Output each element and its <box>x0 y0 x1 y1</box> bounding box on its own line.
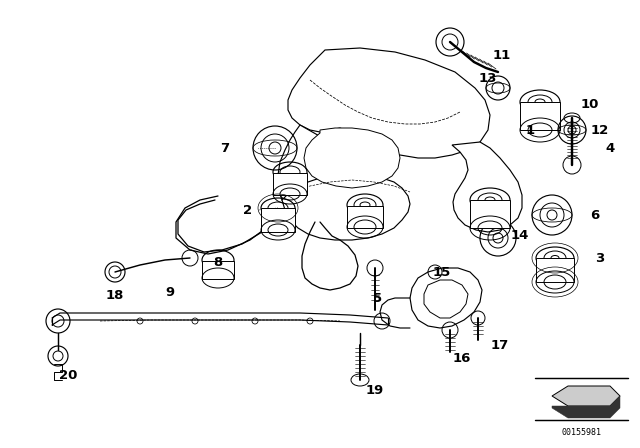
Text: 9: 9 <box>165 285 175 298</box>
Text: 1: 1 <box>525 124 534 137</box>
Text: 6: 6 <box>590 208 600 221</box>
Bar <box>202 261 234 279</box>
Bar <box>273 173 307 195</box>
Text: 5: 5 <box>373 292 383 305</box>
Polygon shape <box>452 142 522 232</box>
Text: 13: 13 <box>479 72 497 85</box>
Text: 7: 7 <box>220 142 230 155</box>
Text: 15: 15 <box>433 266 451 279</box>
Polygon shape <box>424 280 468 318</box>
Text: 8: 8 <box>213 255 223 268</box>
Text: 16: 16 <box>453 352 471 365</box>
Polygon shape <box>282 175 410 240</box>
Bar <box>536 258 574 282</box>
Text: 00155981: 00155981 <box>562 427 602 436</box>
Text: 20: 20 <box>59 369 77 382</box>
Text: 11: 11 <box>493 48 511 61</box>
Bar <box>520 102 560 130</box>
Text: 4: 4 <box>605 142 614 155</box>
Bar <box>470 200 510 228</box>
Text: 2: 2 <box>243 203 253 216</box>
Bar <box>347 206 383 228</box>
Polygon shape <box>288 48 490 158</box>
Text: 12: 12 <box>591 124 609 137</box>
Text: 10: 10 <box>581 98 599 111</box>
Text: 17: 17 <box>491 339 509 352</box>
Polygon shape <box>278 125 345 224</box>
Text: 18: 18 <box>106 289 124 302</box>
Text: 3: 3 <box>595 251 605 264</box>
Polygon shape <box>410 268 482 328</box>
Text: 14: 14 <box>511 228 529 241</box>
Polygon shape <box>552 386 620 406</box>
Bar <box>261 208 295 232</box>
Polygon shape <box>552 396 620 418</box>
Text: 19: 19 <box>366 383 384 396</box>
Polygon shape <box>304 128 400 188</box>
